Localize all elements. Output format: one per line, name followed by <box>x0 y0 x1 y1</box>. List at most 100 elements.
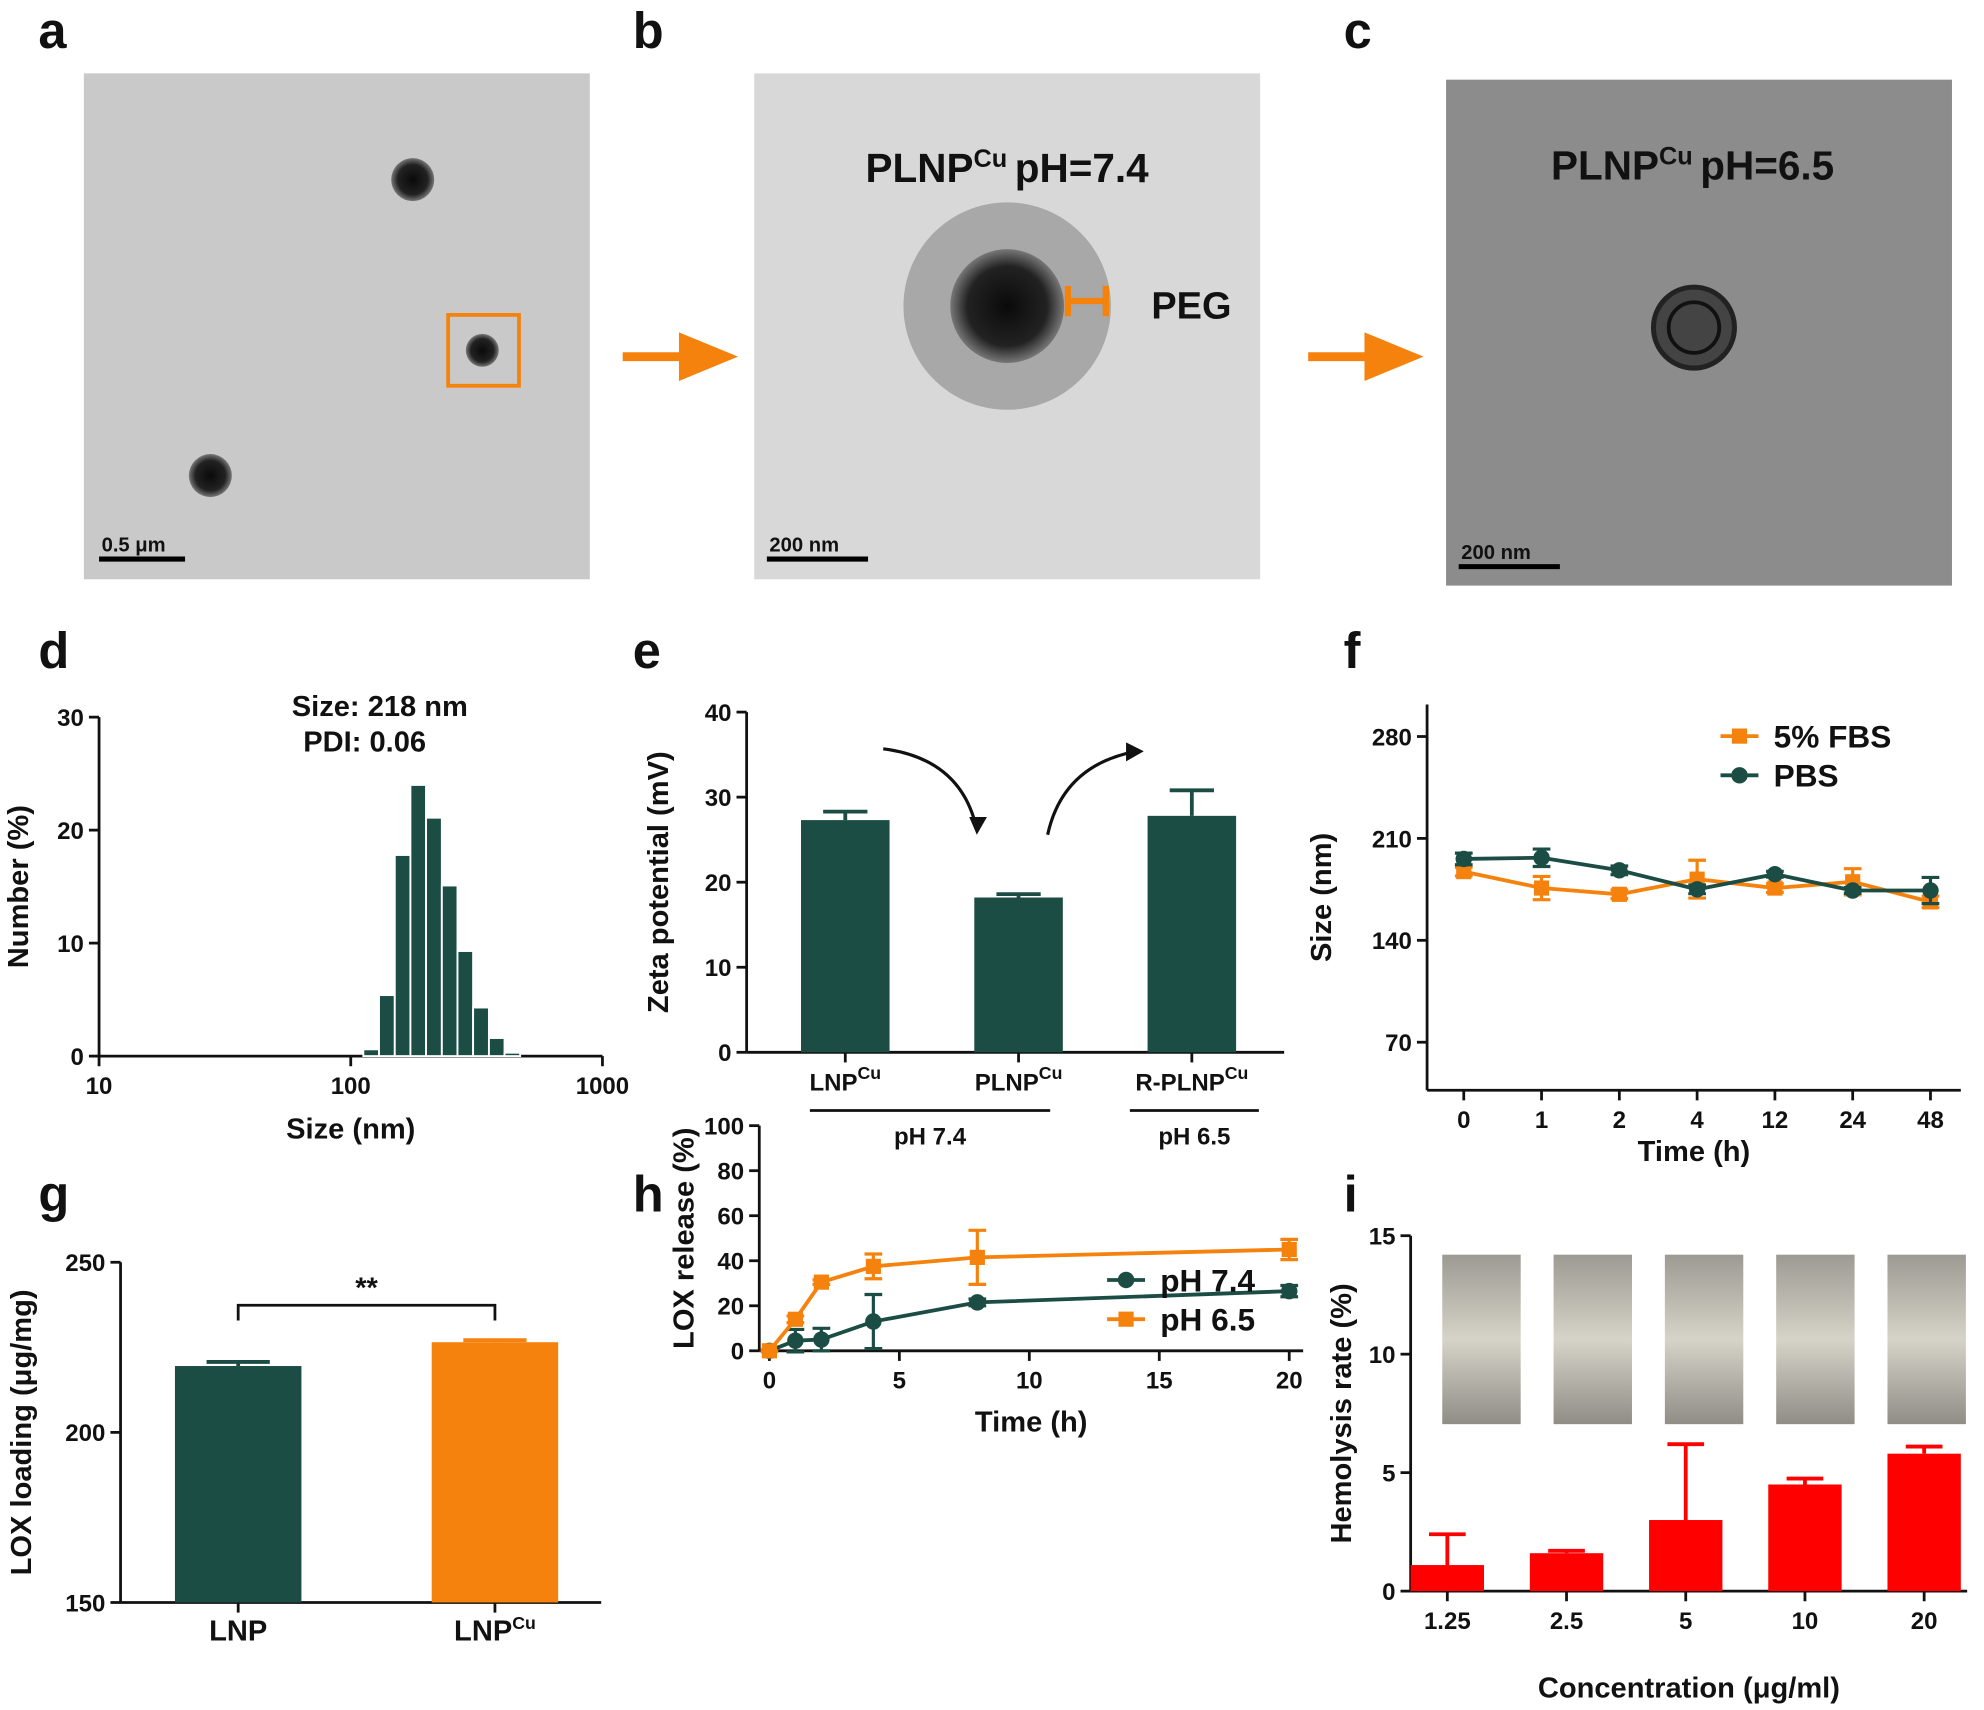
photo <box>1776 1254 1855 1425</box>
category-text: LNP <box>454 1615 512 1647</box>
x-tick-label: 1.25 <box>1424 1608 1471 1635</box>
category-superscript: Cu <box>1039 1063 1063 1083</box>
panel-letter: c <box>1344 2 1372 59</box>
marker <box>1611 862 1628 879</box>
marker <box>1533 880 1550 896</box>
panel-letter: f <box>1344 622 1361 679</box>
arrow <box>622 332 739 381</box>
marker <box>1688 881 1706 898</box>
legend-label: 5% FBS <box>1774 718 1892 754</box>
bar <box>801 820 890 1053</box>
marker <box>1281 1241 1297 1258</box>
y-axis-title: Zeta potential (mV) <box>643 751 675 1013</box>
bar <box>362 1048 380 1058</box>
y-axis-title: LOX loading (μg/mg) <box>6 1289 38 1575</box>
category-text: 20 <box>1911 1608 1938 1635</box>
panel-letter: b <box>633 2 664 59</box>
y-tick-label: 20 <box>717 1294 744 1321</box>
annotation: Size: 218 nm <box>292 691 468 723</box>
group-label: pH 7.4 <box>894 1124 967 1151</box>
y-tick-label: 140 <box>1372 928 1412 955</box>
category-text: R-PLNP <box>1135 1069 1224 1096</box>
image-title: PLNPCu pH=6.5 <box>1551 142 1834 188</box>
marker <box>787 1311 803 1327</box>
marker <box>1844 882 1861 899</box>
bar <box>440 884 459 1058</box>
marker <box>1117 1271 1135 1289</box>
y-tick-label: 60 <box>717 1204 744 1231</box>
y-tick-label: 20 <box>705 870 732 897</box>
category-superscript: Cu <box>512 1613 536 1633</box>
panel-letter: d <box>38 622 69 679</box>
error-bar <box>1786 1476 1824 1485</box>
x-tick-label: 10 <box>1016 1368 1043 1395</box>
category-text: 2 <box>1613 1107 1626 1134</box>
y-tick-label: 250 <box>65 1250 105 1277</box>
y-tick-label: 30 <box>57 705 84 732</box>
curved-arrow <box>1046 749 1137 836</box>
error-bar <box>463 1338 527 1343</box>
photo <box>1664 1254 1744 1425</box>
bar <box>974 897 1063 1053</box>
peg-marker <box>1064 285 1109 317</box>
x-axis-title: Size (nm) <box>286 1113 415 1145</box>
y-tick-label: 20 <box>57 818 84 845</box>
marker <box>1533 849 1550 866</box>
legend-label: pH 6.5 <box>1160 1302 1255 1338</box>
x-tick-label: PLNPCu <box>975 1063 1063 1096</box>
x-tick-label: 10 <box>86 1073 113 1100</box>
x-tick-label: 2.5 <box>1550 1608 1583 1635</box>
x-tick-label: 48 <box>1917 1107 1944 1134</box>
bar <box>409 783 427 1058</box>
x-tick-label: 2 <box>1613 1107 1626 1134</box>
y-tick-label: 150 <box>65 1590 105 1617</box>
bar <box>472 1006 490 1058</box>
marker <box>787 1332 804 1349</box>
marker <box>865 1258 881 1274</box>
x-tick-label: 1000 <box>576 1073 629 1100</box>
legend-label: pH 7.4 <box>1160 1262 1255 1298</box>
well-photos <box>1442 1254 1966 1425</box>
marker <box>1922 882 1939 899</box>
particle <box>950 249 1065 363</box>
significance-bracket <box>236 1303 497 1321</box>
bar <box>503 1051 522 1058</box>
y-axis-title: LOX release (%) <box>669 1128 701 1349</box>
y-tick-label: 15 <box>1369 1224 1396 1251</box>
category-text: 0 <box>1457 1107 1470 1134</box>
marker <box>1767 880 1783 896</box>
y-tick-label: 210 <box>1372 826 1412 853</box>
marker <box>1731 767 1748 784</box>
category-text: 4 <box>1690 1107 1704 1134</box>
panel-letter: i <box>1344 1166 1358 1223</box>
bar <box>425 816 443 1058</box>
category-text: 5 <box>1679 1608 1692 1635</box>
marker <box>813 1274 829 1290</box>
x-tick-label: 10 <box>1792 1608 1819 1635</box>
panel-letter: g <box>38 1166 69 1223</box>
y-tick-label: 0 <box>731 1339 744 1366</box>
bar <box>1147 815 1237 1053</box>
particle-ring <box>1666 300 1722 355</box>
bar <box>393 854 412 1058</box>
error-bar <box>1428 1532 1466 1566</box>
category-text: 1 <box>1535 1107 1548 1134</box>
y-tick-label: 200 <box>65 1420 105 1447</box>
marker <box>813 1331 830 1348</box>
bar <box>1529 1553 1604 1592</box>
y-tick-label: 80 <box>717 1159 744 1186</box>
category-text: 24 <box>1839 1107 1866 1134</box>
marker <box>1456 864 1472 880</box>
x-tick-label: R-PLNPCu <box>1135 1063 1248 1096</box>
scale-label: 0.5 μm <box>102 534 166 556</box>
x-tick-label: 1 <box>1535 1107 1548 1134</box>
category-text: 2.5 <box>1550 1608 1583 1635</box>
y-tick-label: 10 <box>1369 1342 1396 1369</box>
x-tick-label: 100 <box>331 1073 371 1100</box>
curved-arrow <box>883 747 979 831</box>
bar <box>1649 1520 1723 1592</box>
x-tick-label: 0 <box>763 1368 776 1395</box>
marker <box>1611 886 1627 902</box>
group-label: pH 6.5 <box>1158 1124 1230 1151</box>
y-tick-label: 0 <box>71 1044 84 1071</box>
